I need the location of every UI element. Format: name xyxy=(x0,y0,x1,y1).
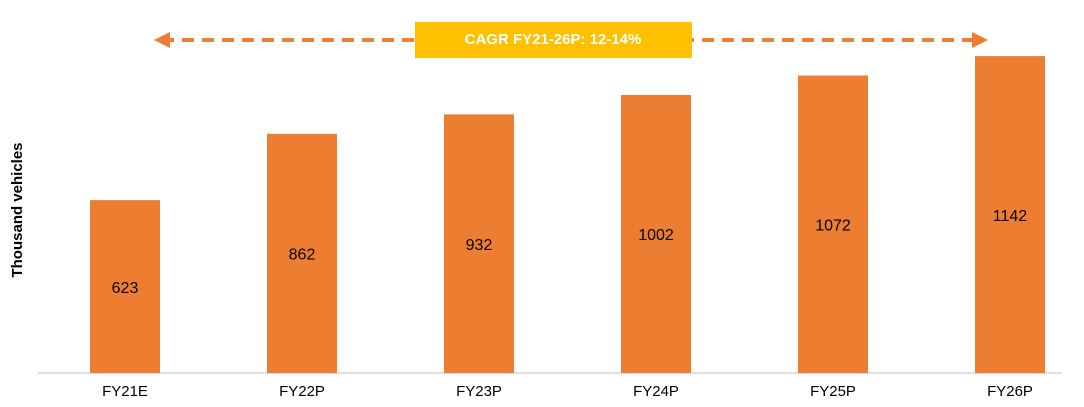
annotation: CAGR FY21-26P: 12-14% xyxy=(465,31,642,48)
x-tick-label: FY25P xyxy=(810,383,856,400)
x-tick-label: FY22P xyxy=(279,383,325,400)
x-tick-label: FY21E xyxy=(102,383,148,400)
y-axis-label: Thousand vehicles xyxy=(9,142,26,277)
x-tick-label: FY24P xyxy=(633,383,679,400)
bar xyxy=(267,133,337,373)
value-label: 1072 xyxy=(815,217,851,234)
annotation-box xyxy=(415,22,692,58)
value-label: 1142 xyxy=(993,208,1028,225)
x-tick-label: FY26P xyxy=(987,383,1033,400)
value-label: 623 xyxy=(112,280,139,297)
bar xyxy=(90,200,160,373)
bar xyxy=(975,56,1045,373)
value-label: 1002 xyxy=(638,227,674,244)
value-label: 932 xyxy=(466,237,493,254)
bar xyxy=(444,114,514,374)
bar xyxy=(621,94,691,373)
bar xyxy=(798,75,868,374)
value-label: 862 xyxy=(289,247,316,264)
x-tick-label: FY23P xyxy=(456,383,502,400)
